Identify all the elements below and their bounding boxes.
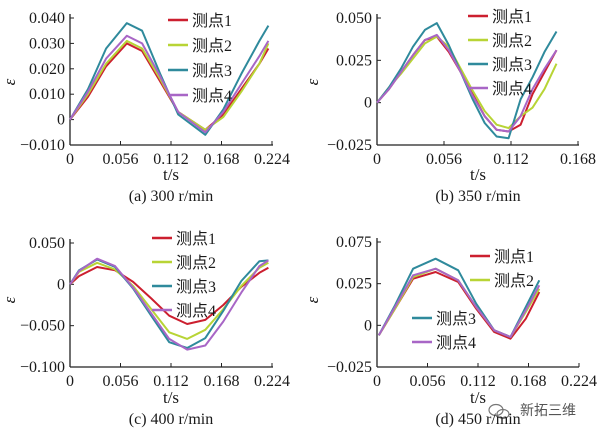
- y-tick-label: −0.010: [20, 137, 65, 154]
- series-line-2: [376, 35, 558, 130]
- x-tick-label: 0: [373, 373, 381, 390]
- legend-label-1: 测点1: [494, 248, 534, 266]
- y-tick-label: 0.050: [336, 10, 372, 27]
- series-line-2: [69, 39, 270, 131]
- x-tick-label: 0.112: [153, 151, 188, 168]
- y-tick-label: 0.010: [29, 86, 65, 103]
- y-tick-label: 0.025: [336, 276, 372, 293]
- y-tick-label: 0.075: [336, 234, 372, 251]
- y-tick-label: 0.040: [29, 10, 65, 27]
- watermark: 新拓三维: [488, 403, 576, 420]
- series-line-3: [69, 258, 269, 349]
- y-axis-label: ε: [0, 78, 19, 85]
- x-axis-label: t/s: [163, 388, 179, 407]
- legend-label-4: 测点4: [192, 87, 232, 105]
- chart-caption: (c) 400 r/min: [129, 411, 213, 428]
- chart-panel-1: 0 0.056 0.112 0.168 0.224−0.01000.0100.0200.…: [0, 10, 290, 205]
- y-tick-label: −0.100: [20, 359, 65, 376]
- legend-label-3: 测点3: [192, 62, 232, 80]
- y-tick-label: −0.050: [20, 318, 65, 335]
- x-tick-label: 0.224: [254, 151, 290, 168]
- series-line-4: [376, 33, 558, 133]
- y-axis-label: ε: [0, 296, 19, 303]
- chart-caption: (d) 450 r/min: [435, 411, 520, 428]
- x-tick-label: 0.056: [410, 373, 446, 390]
- legend-label-2: 测点2: [494, 272, 534, 290]
- legend-label-1: 测点1: [176, 230, 216, 248]
- series-line-4: [69, 34, 270, 134]
- x-axis-label: t/s: [470, 165, 486, 184]
- x-tick-label: 0.224: [561, 373, 597, 390]
- chart-caption: (a) 300 r/min: [129, 188, 213, 205]
- legend-label-3: 测点3: [492, 56, 532, 74]
- series-line-2: [69, 261, 269, 340]
- y-tick-label: −0.025: [327, 359, 372, 376]
- y-tick-label: 0: [57, 276, 65, 293]
- series-line-4: [377, 267, 541, 338]
- chart-caption: (b) 350 r/min: [435, 188, 520, 205]
- series-line-3: [69, 22, 270, 136]
- y-tick-label: 0.020: [29, 61, 65, 78]
- legend-label-1: 测点1: [192, 12, 232, 30]
- legend-label-2: 测点2: [492, 32, 532, 50]
- watermark-text: 新拓三维: [520, 403, 576, 419]
- x-tick-label: 0.056: [103, 151, 139, 168]
- x-tick-label: 0.112: [153, 373, 188, 390]
- x-tick-label: 0.224: [254, 373, 290, 390]
- legend-label-3: 测点3: [176, 278, 216, 296]
- x-tick-label: 0.168: [560, 151, 596, 168]
- y-tick-label: 0: [364, 317, 372, 334]
- y-tick-label: −0.025: [327, 137, 372, 154]
- chart-panel-4: 0 0.056 0.112 0.168 0.224−0.02500.0250.075εt…: [303, 234, 597, 428]
- y-tick-label: 0.050: [29, 235, 65, 252]
- x-tick-label: 0.112: [460, 373, 495, 390]
- y-tick-label: 0: [364, 95, 372, 112]
- x-tick-label: 0.168: [511, 373, 547, 390]
- legend-label-4: 测点4: [436, 334, 476, 352]
- legend-label-4: 测点4: [492, 80, 532, 98]
- y-axis-label: ε: [303, 78, 322, 85]
- y-tick-label: 0: [57, 112, 65, 129]
- x-tick-label: 0: [66, 373, 74, 390]
- legend-label-3: 测点3: [436, 310, 476, 328]
- legend-label-1: 测点1: [492, 8, 532, 26]
- x-tick-label: 0.168: [204, 151, 240, 168]
- x-tick-label: 0: [373, 151, 381, 168]
- x-tick-label: 0: [66, 151, 74, 168]
- x-tick-label: 0.056: [103, 373, 139, 390]
- x-tick-label: 0.056: [426, 151, 462, 168]
- y-tick-label: 0.030: [29, 35, 65, 52]
- wechat-icon: [488, 403, 510, 420]
- legend-label-2: 测点2: [192, 37, 232, 55]
- x-axis-label: t/s: [163, 165, 179, 184]
- legend-label-2: 测点2: [176, 254, 216, 272]
- legend-label-4: 测点4: [176, 302, 216, 320]
- y-tick-label: 0.025: [336, 52, 372, 69]
- chart-panel-2: 0 0.056 0.112 0.168−0.02500.0250.050εt/s(b)…: [303, 8, 596, 205]
- x-axis-label: t/s: [470, 388, 486, 407]
- x-tick-label: 0.168: [204, 373, 240, 390]
- series-line-4: [69, 257, 269, 351]
- y-axis-label: ε: [303, 296, 322, 303]
- chart-panel-3: 0 0.056 0.112 0.168 0.224 −0.100 −0.050 0 0.050 ε…: [0, 230, 290, 428]
- x-tick-label: 0.112: [493, 151, 528, 168]
